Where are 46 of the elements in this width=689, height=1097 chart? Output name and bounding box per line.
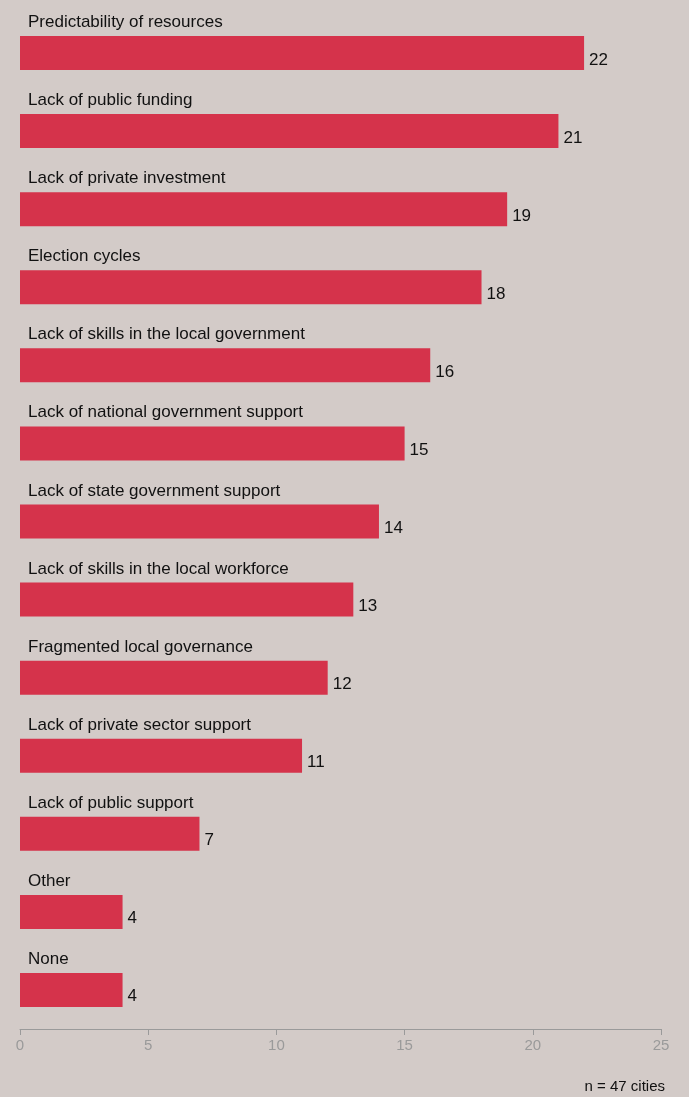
data-label: 7	[204, 830, 214, 850]
data-label: 15	[409, 439, 429, 459]
data-label: 12	[332, 674, 352, 694]
data-label: 21	[563, 127, 583, 147]
bar	[20, 348, 431, 383]
data-label: 16	[435, 361, 455, 381]
data-label: 11	[307, 752, 325, 772]
y-tick-label: Lack of public funding	[28, 90, 193, 110]
x-tick-label: 15	[396, 1036, 413, 1053]
y-tick-label: Lack of private sector support	[28, 714, 252, 734]
y-tick-label: Election cycles	[28, 246, 141, 266]
x-tick-label: 5	[144, 1036, 153, 1053]
y-tick-label: Lack of skills in the local government	[28, 324, 306, 344]
x-tick-label: 0	[15, 1036, 25, 1053]
bar	[20, 816, 200, 851]
bar	[20, 36, 585, 71]
x-tick-label: 20	[524, 1036, 542, 1053]
data-label: 4	[127, 986, 138, 1006]
data-label: 14	[383, 518, 403, 537]
bar	[20, 114, 559, 149]
data-label: 13	[358, 596, 378, 616]
bar	[20, 738, 303, 773]
x-tick-label: 10	[268, 1036, 285, 1053]
data-label: 22	[589, 49, 608, 69]
y-tick-label: None	[28, 948, 69, 968]
y-tick-label: Predictability of resources	[28, 12, 223, 32]
bar	[20, 972, 123, 1007]
bar	[20, 660, 328, 695]
y-tick-label: Lack of private investment	[28, 168, 226, 188]
x-tick-label: 25	[652, 1036, 670, 1053]
data-label: 4	[127, 908, 138, 928]
y-tick-label: Lack of state government support	[28, 480, 281, 500]
data-label: 19	[512, 205, 532, 225]
bar	[20, 894, 123, 929]
y-tick-label: Lack of skills in the local workforce	[28, 558, 289, 578]
bar	[20, 270, 482, 305]
bar	[20, 192, 508, 227]
y-tick-label: Lack of public support	[28, 792, 194, 812]
y-tick-label: Lack of national government support	[28, 402, 304, 422]
bar	[20, 504, 379, 539]
text: n = 47 cities	[584, 1077, 665, 1094]
y-tick-label: Other	[28, 870, 71, 890]
bar	[20, 582, 354, 617]
bar	[20, 426, 405, 461]
data-label: 18	[486, 283, 506, 303]
y-tick-label: Fragmented local governance	[28, 636, 253, 656]
